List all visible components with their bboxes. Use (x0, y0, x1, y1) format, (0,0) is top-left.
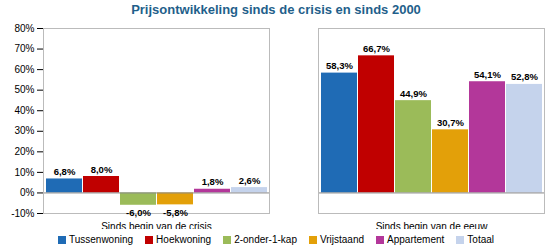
svg-text:54,1%: 54,1% (474, 69, 501, 80)
svg-text:30%: 30% (14, 125, 34, 136)
svg-text:8,0%: 8,0% (91, 164, 113, 175)
html-text:Hoekwoning: Hoekwoning (156, 233, 212, 245)
svg-text:1,8%: 1,8% (202, 176, 224, 187)
svg-text:70%: 70% (14, 43, 34, 54)
svg-text:-6,0%: -6,0% (126, 207, 151, 218)
html-text:Vrijstaand: Vrijstaand (320, 233, 365, 245)
svg-text:40%: 40% (14, 105, 34, 116)
svg-text:50%: 50% (14, 84, 34, 95)
svg-text:0%: 0% (20, 187, 35, 198)
svg-text:58,3%: 58,3% (326, 60, 353, 71)
svg-text:-10%: -10% (11, 208, 34, 219)
svg-text:80%: 80% (14, 23, 34, 34)
svg-text:-5,8%: -5,8% (163, 207, 188, 218)
html-text:Totaal: Totaal (467, 233, 494, 245)
svg-text:30,7%: 30,7% (437, 117, 464, 128)
html-text:Tussenwoning: Tussenwoning (69, 233, 134, 245)
svg-text:52,8%: 52,8% (511, 71, 538, 82)
html-text:2-onder-1-kap: 2-onder-1-kap (234, 233, 297, 245)
svg-text:44,9%: 44,9% (400, 88, 427, 99)
svg-text:2,6%: 2,6% (239, 175, 261, 186)
svg-text:10%: 10% (14, 167, 34, 178)
svg-text:60%: 60% (14, 64, 34, 75)
svg-text:Sinds begin van de crisis: Sinds begin van de crisis (101, 221, 212, 229)
svg-text:Sinds begin van de eeuw: Sinds begin van de eeuw (376, 221, 489, 229)
svg-text:20%: 20% (14, 146, 34, 157)
html-text:Prijsontwikkeling sinds de cri: Prijsontwikkeling sinds de crisis en sin… (131, 2, 421, 17)
html-text:Appartement: Appartement (387, 233, 445, 245)
svg-text:6,8%: 6,8% (54, 166, 76, 177)
svg-text:66,7%: 66,7% (363, 43, 390, 54)
